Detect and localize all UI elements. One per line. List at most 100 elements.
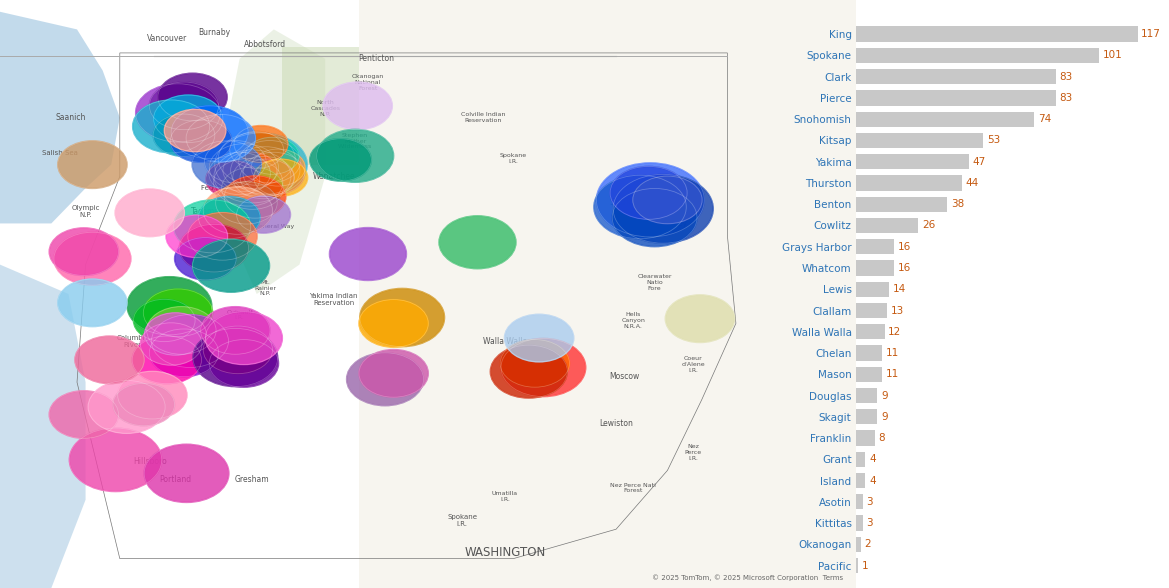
Circle shape bbox=[254, 159, 307, 196]
Text: Yakima Indian
Reservation: Yakima Indian Reservation bbox=[310, 293, 358, 306]
Bar bbox=[856, 388, 878, 403]
Circle shape bbox=[193, 328, 278, 387]
Polygon shape bbox=[0, 12, 119, 223]
Text: 53: 53 bbox=[987, 135, 1001, 145]
Text: Coeur
d'Alene
I.R.: Coeur d'Alene I.R. bbox=[682, 356, 705, 373]
Circle shape bbox=[236, 196, 291, 233]
Bar bbox=[856, 516, 863, 531]
Polygon shape bbox=[283, 47, 359, 165]
Text: Wenatchee: Wenatchee bbox=[312, 172, 355, 181]
Text: Vancouver: Vancouver bbox=[147, 34, 187, 43]
Circle shape bbox=[132, 100, 209, 153]
Circle shape bbox=[330, 228, 407, 280]
Circle shape bbox=[199, 196, 261, 239]
Polygon shape bbox=[0, 265, 85, 588]
Circle shape bbox=[500, 340, 569, 387]
Text: 13: 13 bbox=[891, 306, 904, 316]
Text: Spoka’: Spoka’ bbox=[609, 198, 639, 208]
Circle shape bbox=[171, 106, 248, 159]
Circle shape bbox=[214, 159, 283, 206]
Circle shape bbox=[440, 216, 516, 269]
Circle shape bbox=[165, 109, 226, 152]
Bar bbox=[856, 324, 885, 339]
Text: 9: 9 bbox=[881, 412, 887, 422]
Circle shape bbox=[150, 329, 219, 376]
Circle shape bbox=[238, 141, 300, 183]
Polygon shape bbox=[222, 29, 325, 294]
Circle shape bbox=[230, 147, 300, 195]
Text: Nez
Perce
I.R.: Nez Perce I.R. bbox=[685, 445, 701, 461]
Text: Tacoma: Tacoma bbox=[191, 207, 220, 216]
Circle shape bbox=[224, 176, 285, 218]
Circle shape bbox=[88, 380, 165, 433]
Bar bbox=[856, 494, 863, 509]
Text: 44: 44 bbox=[966, 178, 978, 188]
Text: 3: 3 bbox=[866, 518, 873, 528]
Circle shape bbox=[502, 339, 586, 396]
Text: Salish Sea: Salish Sea bbox=[42, 150, 78, 156]
Text: Saanich: Saanich bbox=[56, 113, 87, 122]
Circle shape bbox=[150, 82, 219, 130]
Bar bbox=[856, 48, 1099, 63]
Text: Penticton: Penticton bbox=[359, 54, 394, 64]
Bar bbox=[856, 409, 878, 425]
Circle shape bbox=[215, 133, 307, 196]
Circle shape bbox=[140, 323, 202, 365]
Text: 1: 1 bbox=[862, 560, 869, 570]
Circle shape bbox=[133, 299, 195, 342]
Text: Spokane
I.R.: Spokane I.R. bbox=[447, 514, 477, 527]
Bar bbox=[856, 112, 1035, 127]
Text: Lewiston: Lewiston bbox=[600, 419, 634, 428]
Circle shape bbox=[310, 139, 372, 181]
Text: 11: 11 bbox=[886, 369, 899, 379]
Circle shape bbox=[243, 152, 305, 195]
Circle shape bbox=[186, 114, 256, 162]
Text: Mt.
Rainier
N.P.: Mt. Rainier N.P. bbox=[255, 280, 276, 296]
Bar bbox=[856, 218, 919, 233]
Text: 83: 83 bbox=[1059, 93, 1073, 103]
Circle shape bbox=[317, 129, 394, 182]
Text: 3: 3 bbox=[866, 497, 873, 507]
Circle shape bbox=[174, 238, 236, 280]
Circle shape bbox=[144, 445, 229, 502]
Text: Olympic
N.P.: Olympic N.P. bbox=[71, 205, 99, 218]
Bar bbox=[856, 239, 894, 255]
Circle shape bbox=[132, 336, 201, 383]
Circle shape bbox=[610, 166, 687, 219]
Circle shape bbox=[251, 149, 305, 186]
Circle shape bbox=[174, 200, 250, 253]
Text: North
Cascades
N.P.: North Cascades N.P. bbox=[310, 101, 340, 117]
Text: Okanogan
National
Forest: Okanogan National Forest bbox=[352, 74, 385, 91]
Circle shape bbox=[209, 144, 278, 192]
Circle shape bbox=[230, 132, 284, 168]
Text: Federal Way: Federal Way bbox=[201, 185, 244, 191]
Text: Portland: Portland bbox=[159, 475, 192, 484]
Text: 8: 8 bbox=[879, 433, 885, 443]
Circle shape bbox=[203, 187, 272, 235]
Circle shape bbox=[240, 159, 293, 196]
Circle shape bbox=[209, 340, 278, 387]
Bar bbox=[856, 452, 865, 467]
Circle shape bbox=[215, 182, 277, 224]
Text: Umatilla
I.R.: Umatilla I.R. bbox=[492, 492, 518, 502]
Text: Burnaby: Burnaby bbox=[198, 28, 230, 37]
Circle shape bbox=[69, 428, 161, 492]
Text: 4: 4 bbox=[869, 476, 876, 486]
Bar bbox=[856, 367, 883, 382]
Circle shape bbox=[145, 313, 206, 355]
Circle shape bbox=[171, 120, 231, 162]
Circle shape bbox=[115, 189, 185, 237]
Circle shape bbox=[57, 141, 127, 189]
Circle shape bbox=[203, 326, 272, 374]
Circle shape bbox=[54, 232, 131, 285]
Bar bbox=[856, 345, 883, 360]
Circle shape bbox=[192, 141, 262, 189]
Bar bbox=[856, 282, 890, 297]
Text: Colville Indian
Reservation: Colville Indian Reservation bbox=[462, 112, 506, 123]
Text: 83: 83 bbox=[1059, 72, 1073, 82]
Text: 16: 16 bbox=[898, 263, 911, 273]
Circle shape bbox=[219, 132, 296, 185]
Circle shape bbox=[234, 126, 288, 162]
Circle shape bbox=[49, 228, 118, 276]
Circle shape bbox=[490, 345, 567, 398]
